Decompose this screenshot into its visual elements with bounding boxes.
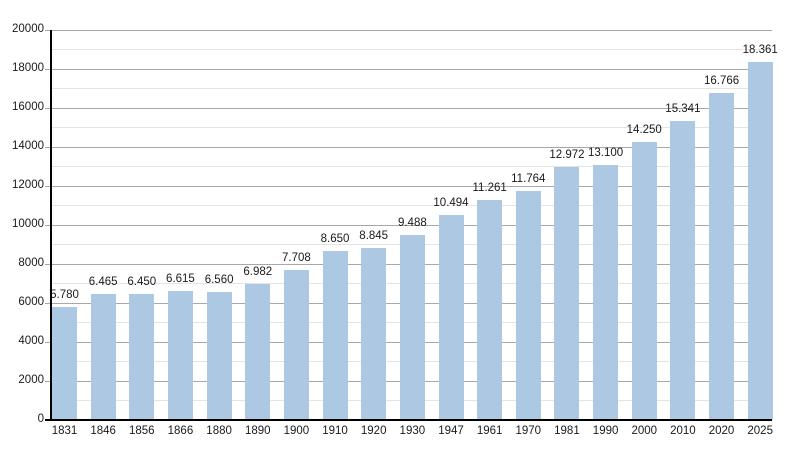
bar-2010 xyxy=(670,120,696,420)
y-tick-label: 16000 xyxy=(12,101,44,113)
bar-1856 xyxy=(129,294,155,420)
bar-value-label: 18.361 xyxy=(742,43,778,56)
bar-2025 xyxy=(747,61,773,420)
y-major-gridline xyxy=(45,224,772,226)
y-major-gridline xyxy=(45,146,772,148)
x-tick-label: 1831 xyxy=(51,425,78,437)
bar-2020 xyxy=(709,93,735,420)
bar-value-label: 11.261 xyxy=(472,182,507,195)
y-major-gridline xyxy=(45,29,772,31)
x-tick-label: 1920 xyxy=(360,425,387,437)
bar-1981 xyxy=(554,167,580,420)
x-tick-label: 1981 xyxy=(554,425,580,437)
bar-value-label: 6.615 xyxy=(166,273,195,285)
bar-value-label: 6.450 xyxy=(127,276,157,289)
bar-value-label: 15.341 xyxy=(665,102,701,115)
bar-1900 xyxy=(283,269,309,420)
bar-value-label: 14.250 xyxy=(626,124,662,137)
x-tick-label: 1856 xyxy=(129,425,155,437)
y-tick-label: 14000 xyxy=(12,140,44,152)
x-tick-label: 1890 xyxy=(244,425,271,437)
bar-1947 xyxy=(438,215,464,420)
bar-value-label: 10.494 xyxy=(433,197,469,210)
y-major-gridline xyxy=(45,185,772,187)
y-minor-gridline xyxy=(50,49,772,50)
y-tick-label: 4000 xyxy=(18,335,44,347)
bar-1831 xyxy=(52,307,77,420)
bar-value-label: 8.650 xyxy=(320,233,350,246)
x-tick-label: 2025 xyxy=(747,425,773,437)
x-tick-label: 1947 xyxy=(438,425,464,437)
bar-value-label: 6.982 xyxy=(243,265,273,278)
bar-1970 xyxy=(515,190,541,420)
y-minor-gridline xyxy=(50,127,772,128)
x-tick-label: 1846 xyxy=(90,425,116,437)
x-tick-label: 1900 xyxy=(283,425,310,437)
y-tick-label: 2000 xyxy=(18,374,44,386)
y-minor-gridline xyxy=(50,88,772,89)
bar-1910 xyxy=(322,251,348,420)
bar-value-label: 6.465 xyxy=(88,275,118,288)
y-tick-label: 20000 xyxy=(12,23,44,35)
bar-1990 xyxy=(593,164,619,420)
x-tick-label: 2000 xyxy=(631,425,658,437)
bar-1866 xyxy=(167,291,193,420)
x-tick-label: 2020 xyxy=(708,425,735,437)
y-minor-gridline xyxy=(50,166,772,167)
y-tick-label: 10000 xyxy=(12,218,44,230)
bar-1880 xyxy=(206,292,232,420)
bar-1890 xyxy=(245,283,271,420)
bar-value-label: 6.560 xyxy=(204,274,234,287)
bar-1930 xyxy=(399,234,425,420)
y-tick-label: 0 xyxy=(37,413,44,425)
x-tick-label: 1910 xyxy=(322,425,348,437)
x-tick-label: 1970 xyxy=(515,425,542,437)
x-axis-line xyxy=(45,419,772,421)
x-tick-label: 1880 xyxy=(206,425,232,437)
bar-value-label: 16.766 xyxy=(703,75,740,88)
y-major-gridline xyxy=(45,68,772,70)
bar-value-label: 9.488 xyxy=(397,216,427,229)
y-axis-line xyxy=(50,30,52,421)
y-major-gridline xyxy=(45,107,772,109)
x-tick-label: 1930 xyxy=(399,425,426,437)
bar-value-label: 5.780 xyxy=(50,289,79,302)
bar-value-label: 7.708 xyxy=(282,251,311,264)
bar-1961 xyxy=(477,200,503,420)
bar-value-label: 13.100 xyxy=(588,146,624,159)
bar-value-label: 12.972 xyxy=(549,149,585,162)
bar-value-label: 11.764 xyxy=(511,172,546,185)
bar-2000 xyxy=(631,142,657,420)
bar-value-label: 8.845 xyxy=(359,229,389,242)
y-tick-label: 12000 xyxy=(12,179,44,191)
y-tick-label: 6000 xyxy=(18,296,44,308)
y-minor-gridline xyxy=(50,205,772,206)
x-tick-label: 1961 xyxy=(476,425,503,437)
x-tick-label: 2010 xyxy=(670,425,696,437)
bar-1920 xyxy=(361,247,387,420)
bar-1846 xyxy=(90,293,116,420)
x-tick-label: 1866 xyxy=(167,425,194,437)
y-tick-label: 8000 xyxy=(18,257,44,269)
x-tick-label: 1990 xyxy=(592,425,619,437)
y-tick-label: 18000 xyxy=(12,62,44,74)
